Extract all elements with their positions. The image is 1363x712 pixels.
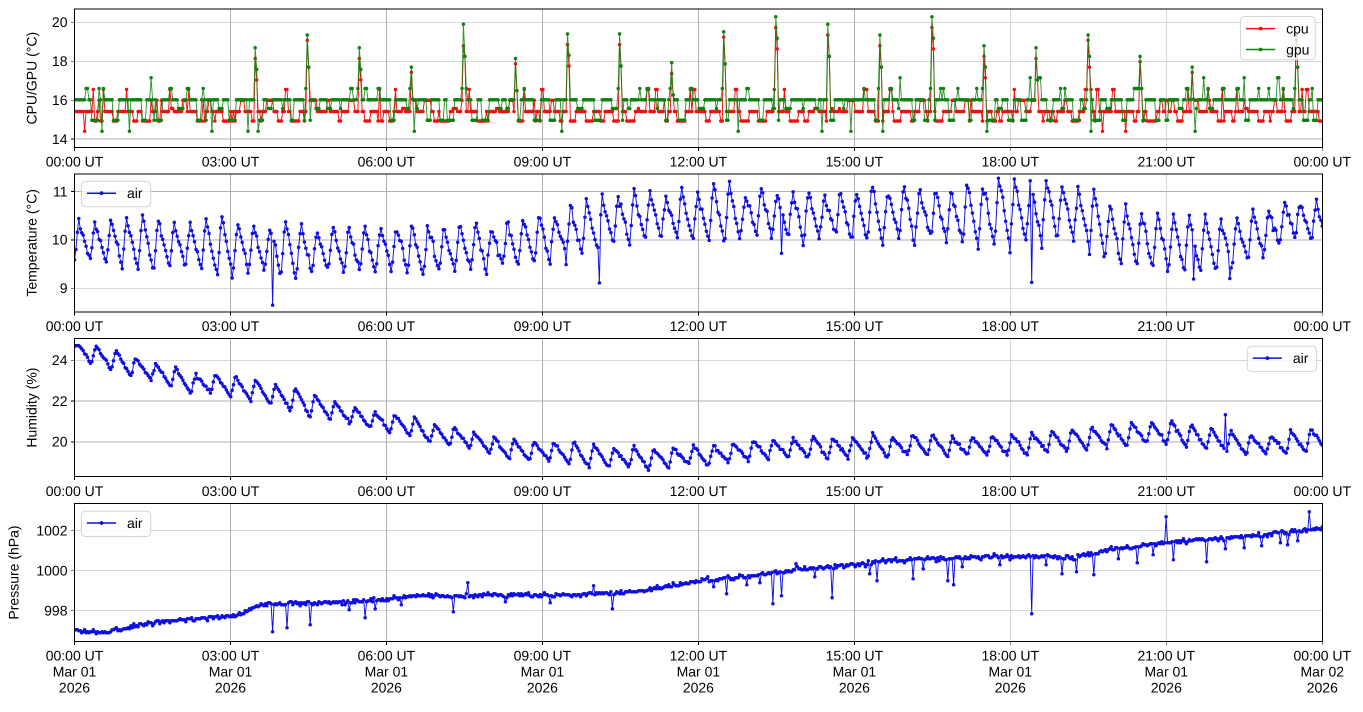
svg-text:gpu: gpu — [1286, 41, 1309, 57]
svg-text:21:00 UT: 21:00 UT — [1138, 318, 1196, 334]
svg-text:Humidity (%): Humidity (%) — [24, 368, 40, 448]
svg-text:Mar 01: Mar 01 — [833, 664, 877, 680]
svg-text:00:00 UT: 00:00 UT — [1294, 154, 1352, 170]
svg-text:Mar 01: Mar 01 — [1145, 664, 1189, 680]
svg-text:Mar 01: Mar 01 — [53, 664, 97, 680]
svg-text:15:00 UT: 15:00 UT — [826, 154, 884, 170]
svg-text:15:00 UT: 15:00 UT — [826, 483, 884, 499]
svg-text:2026: 2026 — [59, 680, 90, 696]
svg-text:06:00 UT: 06:00 UT — [358, 318, 416, 334]
svg-text:1000: 1000 — [36, 563, 67, 579]
svg-text:18:00 UT: 18:00 UT — [982, 648, 1040, 664]
svg-text:11: 11 — [53, 183, 68, 199]
svg-text:2026: 2026 — [1307, 680, 1338, 696]
svg-text:CPU/GPU (°C): CPU/GPU (°C) — [24, 32, 40, 125]
svg-text:2026: 2026 — [1151, 680, 1182, 696]
svg-text:18: 18 — [52, 53, 68, 69]
svg-text:2026: 2026 — [527, 680, 558, 696]
svg-text:24: 24 — [52, 352, 68, 368]
svg-text:2026: 2026 — [995, 680, 1026, 696]
svg-text:22: 22 — [52, 393, 68, 409]
svg-text:00:00 UT: 00:00 UT — [1294, 483, 1352, 499]
svg-text:Pressure (hPa): Pressure (hPa) — [6, 525, 22, 619]
svg-text:20: 20 — [52, 14, 68, 30]
svg-text:03:00 UT: 03:00 UT — [202, 483, 260, 499]
svg-text:00:00 UT: 00:00 UT — [46, 648, 104, 664]
svg-text:cpu: cpu — [1286, 20, 1309, 36]
svg-text:Temperature (°C): Temperature (°C) — [24, 189, 40, 297]
svg-text:00:00 UT: 00:00 UT — [1294, 318, 1352, 334]
svg-text:Mar 01: Mar 01 — [365, 664, 409, 680]
svg-text:air: air — [127, 515, 143, 531]
svg-text:03:00 UT: 03:00 UT — [202, 154, 260, 170]
svg-text:21:00 UT: 21:00 UT — [1138, 648, 1196, 664]
svg-text:20: 20 — [52, 434, 68, 450]
svg-text:Mar 01: Mar 01 — [677, 664, 721, 680]
svg-text:Mar 01: Mar 01 — [521, 664, 565, 680]
svg-text:00:00 UT: 00:00 UT — [46, 154, 104, 170]
svg-text:06:00 UT: 06:00 UT — [358, 648, 416, 664]
svg-text:2026: 2026 — [215, 680, 246, 696]
svg-text:09:00 UT: 09:00 UT — [514, 318, 572, 334]
svg-text:03:00 UT: 03:00 UT — [202, 318, 260, 334]
svg-text:09:00 UT: 09:00 UT — [514, 483, 572, 499]
svg-text:Mar 02: Mar 02 — [1301, 664, 1345, 680]
svg-text:12:00 UT: 12:00 UT — [670, 483, 728, 499]
svg-text:2026: 2026 — [371, 680, 402, 696]
svg-text:Mar 01: Mar 01 — [209, 664, 253, 680]
svg-text:21:00 UT: 21:00 UT — [1138, 483, 1196, 499]
svg-text:9: 9 — [60, 280, 68, 296]
svg-text:16: 16 — [52, 92, 68, 108]
svg-text:15:00 UT: 15:00 UT — [826, 648, 884, 664]
svg-text:12:00 UT: 12:00 UT — [670, 318, 728, 334]
svg-text:21:00 UT: 21:00 UT — [1138, 154, 1196, 170]
svg-text:15:00 UT: 15:00 UT — [826, 318, 884, 334]
svg-text:00:00 UT: 00:00 UT — [1294, 648, 1352, 664]
svg-text:Mar 01: Mar 01 — [989, 664, 1033, 680]
svg-text:10: 10 — [52, 232, 68, 248]
svg-text:09:00 UT: 09:00 UT — [514, 154, 572, 170]
svg-text:1002: 1002 — [36, 523, 67, 539]
svg-text:998: 998 — [44, 603, 68, 619]
svg-text:air: air — [127, 185, 143, 201]
svg-text:00:00 UT: 00:00 UT — [46, 483, 104, 499]
svg-text:18:00 UT: 18:00 UT — [982, 154, 1040, 170]
svg-text:2026: 2026 — [839, 680, 870, 696]
svg-text:09:00 UT: 09:00 UT — [514, 648, 572, 664]
svg-text:12:00 UT: 12:00 UT — [670, 154, 728, 170]
svg-text:18:00 UT: 18:00 UT — [982, 318, 1040, 334]
svg-text:03:00 UT: 03:00 UT — [202, 648, 260, 664]
svg-text:06:00 UT: 06:00 UT — [358, 154, 416, 170]
svg-text:12:00 UT: 12:00 UT — [670, 648, 728, 664]
svg-text:06:00 UT: 06:00 UT — [358, 483, 416, 499]
svg-text:00:00 UT: 00:00 UT — [46, 318, 104, 334]
svg-text:air: air — [1293, 350, 1309, 366]
svg-text:2026: 2026 — [683, 680, 714, 696]
svg-text:18:00 UT: 18:00 UT — [982, 483, 1040, 499]
svg-text:14: 14 — [52, 131, 68, 147]
